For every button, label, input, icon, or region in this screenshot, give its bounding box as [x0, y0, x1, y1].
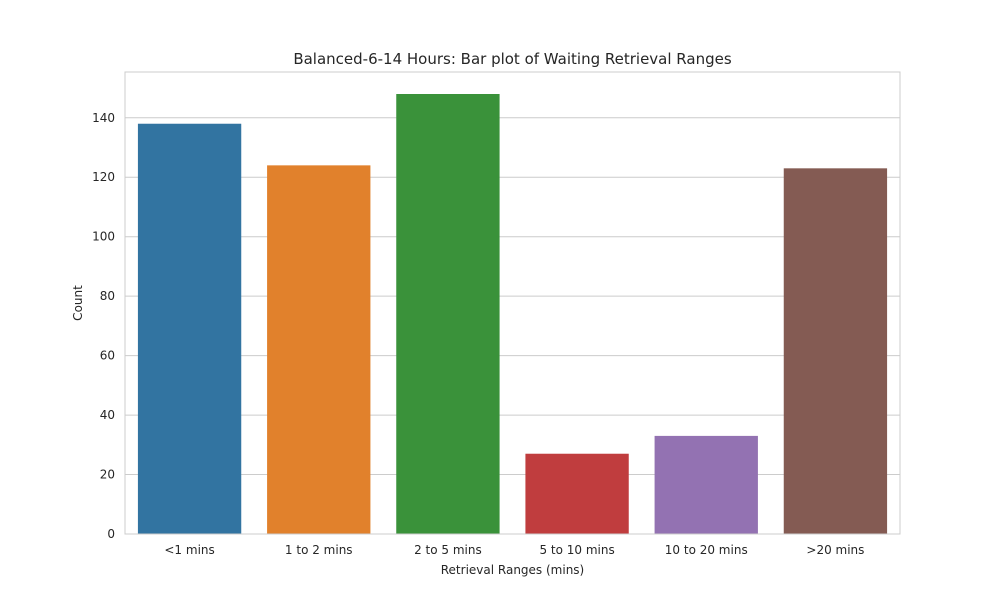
y-tick-labels: 0 20 40 60 80 100 120 140 [92, 111, 115, 541]
x-tick-label: 1 to 2 mins [285, 543, 353, 557]
chart-title: Balanced-6-14 Hours: Bar plot of Waiting… [293, 50, 732, 68]
y-tick-label: 0 [107, 527, 115, 541]
y-tick-label: 60 [100, 349, 115, 363]
x-tick-label: 5 to 10 mins [539, 543, 614, 557]
bars [137, 94, 888, 534]
bar [137, 123, 242, 534]
y-axis-label: Count [71, 285, 85, 321]
bar [525, 453, 629, 534]
y-tick-label: 120 [92, 170, 115, 184]
x-tick-label: >20 mins [806, 543, 864, 557]
grid-lines [125, 117, 900, 535]
x-axis-label: Retrieval Ranges (mins) [441, 563, 584, 577]
y-tick-label: 140 [92, 111, 115, 125]
y-tick-label: 80 [100, 289, 115, 303]
plot-frame [124, 71, 901, 535]
y-tick-label: 100 [92, 230, 115, 244]
x-tick-label: <1 mins [164, 543, 214, 557]
x-tick-labels: <1 mins 1 to 2 mins 2 to 5 mins 5 to 10 min… [164, 543, 864, 557]
x-tick-label: 10 to 20 mins [665, 543, 748, 557]
bar [654, 435, 758, 534]
bar [267, 165, 371, 534]
y-tick-label: 20 [100, 468, 115, 482]
bar [396, 94, 500, 534]
x-tick-label: 2 to 5 mins [414, 543, 482, 557]
y-tick-label: 40 [100, 408, 115, 422]
bar [783, 168, 888, 534]
